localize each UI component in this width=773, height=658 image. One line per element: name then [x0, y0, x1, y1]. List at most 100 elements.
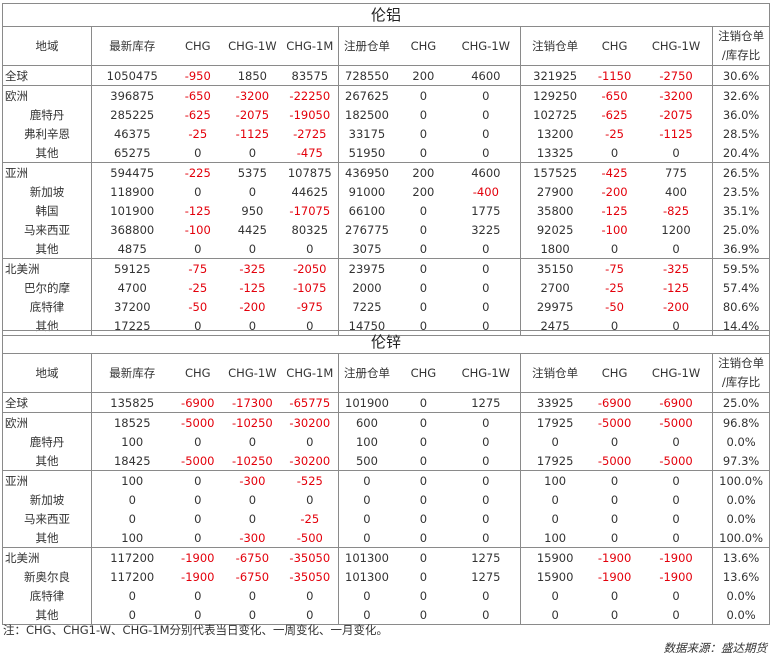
value-cell: 1050475: [91, 65, 173, 86]
region-cell: 全球: [1, 65, 93, 86]
value-cell: 0: [451, 124, 521, 143]
value-cell: 0: [639, 509, 714, 528]
value-cell: -30200: [281, 412, 339, 432]
region-cell: 鹿特丹: [1, 105, 93, 124]
value-cell: 321925: [520, 65, 590, 86]
ratio-cell: 0.0%: [712, 432, 770, 451]
value-cell: -10250: [223, 451, 282, 471]
column-header: CHG-1M: [281, 26, 339, 66]
table-row: 鹿特丹 100 0 0 0 100 0 0 0 0 0 0.0%: [1, 432, 770, 451]
region-cell: 北美洲: [1, 547, 93, 567]
region-cell: 马来西亚: [1, 220, 93, 239]
value-cell: -5000: [181, 415, 215, 430]
table-row: 全球 135825 -6900 -17300 -65775 101900 0 1275 3392…: [1, 392, 770, 413]
value-cell: 0: [395, 605, 452, 625]
value-cell: 0: [419, 222, 428, 237]
column-header: 注销仓单: [520, 26, 590, 66]
value-cell: -100: [601, 222, 628, 237]
value-cell: 100: [520, 528, 590, 548]
value-cell: 0: [639, 490, 714, 509]
value-cell: 83575: [281, 65, 339, 86]
value-cell: 18425: [91, 451, 173, 471]
value-cell: -75: [188, 261, 208, 276]
region-cell: 其他: [1, 605, 93, 625]
value-cell: 13200: [536, 126, 574, 141]
value-cell: 0: [419, 126, 428, 141]
value-cell: -2725: [281, 124, 339, 143]
ratio-cell: 25.0%: [712, 392, 770, 413]
value-cell: -2050: [281, 258, 339, 278]
column-header: 地域: [1, 353, 93, 393]
value-cell: -6750: [235, 550, 270, 565]
value-cell: 0: [338, 528, 396, 548]
value-cell: -300: [239, 473, 266, 488]
table-row: 底特律 37200 -50 -200 -975 7225 0 0 29975 -50 -200 80.…: [1, 297, 770, 316]
value-cell: -200: [239, 299, 266, 314]
value-cell: 0: [248, 184, 257, 199]
region-cell: 底特律: [1, 586, 93, 605]
value-cell: -425: [601, 165, 628, 180]
value-cell: 0: [639, 586, 714, 605]
ratio-cell: 20.4%: [712, 143, 770, 163]
value-cell: 1275: [451, 547, 521, 567]
ratio-cell: 0.0%: [712, 586, 770, 605]
value-cell: -25: [188, 126, 208, 141]
inventory-table: 伦铝 地域 最新库存 CHG CHG-1W CHG-1M 注册仓单 CHG CHG-1W 注销仓单…: [1, 3, 770, 336]
value-cell: 100: [121, 473, 144, 488]
value-cell: 0: [395, 451, 452, 471]
value-cell: 0: [281, 490, 339, 509]
ratio-cell: 59.5%: [712, 258, 770, 278]
value-cell: 0: [639, 605, 714, 625]
value-cell: 0: [248, 588, 257, 603]
value-cell: 0: [128, 588, 136, 603]
value-cell: 0: [128, 511, 136, 526]
value-cell: 135825: [91, 392, 173, 413]
value-cell: -650: [601, 88, 628, 103]
value-cell: -3200: [235, 88, 270, 103]
value-cell: 0: [451, 432, 521, 451]
value-cell: 66100: [348, 203, 386, 218]
region-cell: 全球: [1, 392, 93, 413]
value-cell: 200: [412, 184, 435, 199]
value-cell: 3225: [451, 220, 521, 239]
column-header: CHG-1W: [639, 26, 714, 66]
value-cell: 4875: [91, 239, 173, 259]
value-cell: 0: [363, 511, 371, 526]
value-cell: -625: [184, 107, 211, 122]
value-cell: -3200: [639, 85, 714, 105]
value-cell: 1800: [520, 239, 590, 259]
value-cell: 0: [419, 588, 428, 603]
value-cell: 101900: [110, 203, 155, 218]
value-cell: 0: [610, 473, 619, 488]
value-cell: 0: [451, 509, 521, 528]
value-cell: 1775: [451, 201, 521, 220]
ratio-cell: 28.5%: [712, 124, 770, 143]
region-cell: 鹿特丹: [1, 432, 93, 451]
value-cell: 15900: [536, 569, 574, 584]
value-cell: -22250: [281, 85, 339, 105]
value-cell: 27900: [536, 184, 574, 199]
value-cell: 0: [639, 239, 714, 259]
value-cell: -200: [601, 184, 628, 199]
value-cell: -100: [184, 222, 211, 237]
value-cell: 92025: [536, 222, 574, 237]
value-cell: 35800: [536, 203, 574, 218]
value-cell: 0: [194, 473, 202, 488]
data-source: 数据来源：盛达期货: [663, 641, 768, 655]
column-header: 最新库存: [91, 26, 173, 66]
table-row: 亚洲 594475 -225 5375 107875 436950 200 4600 15752…: [1, 162, 770, 182]
value-cell: 1850: [223, 65, 282, 86]
value-cell: 0: [223, 239, 282, 259]
table-row: 鹿特丹 285225 -625 -2075 -19050 182500 0 0 102725 -6…: [1, 105, 770, 124]
region-cell: 马来西亚: [1, 509, 93, 528]
value-cell: 0: [589, 239, 640, 259]
value-cell: 0: [248, 434, 257, 449]
table-row: 欧洲 18525 -5000 -10250 -30200 600 0 0 17925 -5000-…: [1, 412, 770, 432]
value-cell: 368800: [110, 222, 155, 237]
value-cell: 0: [363, 588, 371, 603]
value-cell: -5000: [639, 412, 714, 432]
value-cell: -6750: [235, 569, 270, 584]
region-cell: 其他: [1, 528, 93, 548]
column-header: 注销仓单/库存比: [712, 353, 770, 393]
value-cell: 0: [589, 528, 640, 548]
